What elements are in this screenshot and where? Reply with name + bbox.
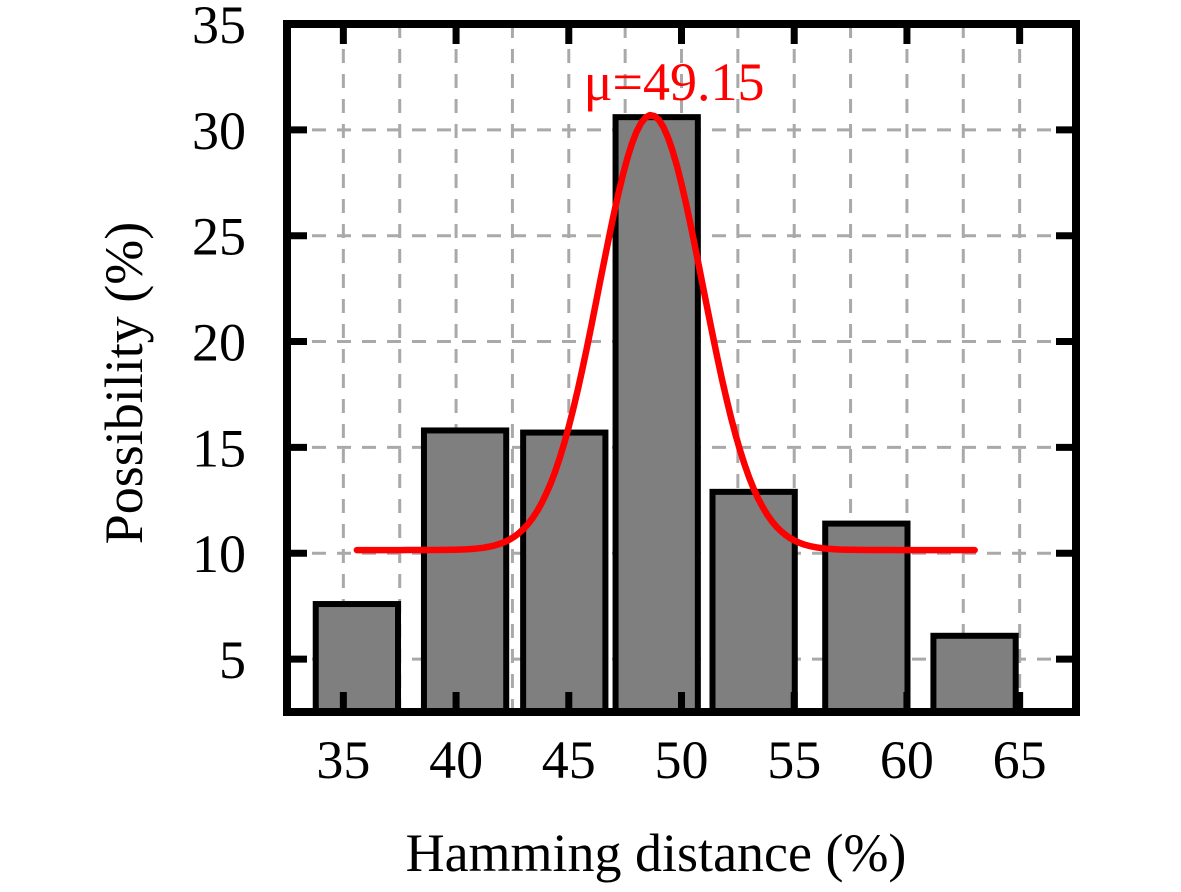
x-tick-label: 55 bbox=[767, 730, 821, 790]
x-tick-label: 65 bbox=[993, 730, 1047, 790]
y-tick-label: 25 bbox=[192, 207, 246, 267]
gaussian-fit-curve bbox=[353, 111, 978, 554]
histogram-bar bbox=[312, 601, 402, 715]
histogram-bar bbox=[709, 488, 798, 715]
x-axis-title: Hamming distance (%) bbox=[405, 823, 907, 883]
y-axis-title: Possibility (%) bbox=[94, 221, 154, 545]
y-tick-label: 20 bbox=[192, 313, 246, 373]
x-tick-label: 45 bbox=[542, 730, 596, 790]
x-tick-label: 50 bbox=[655, 730, 709, 790]
y-tick-label: 35 bbox=[192, 0, 246, 55]
x-tick-label: 40 bbox=[429, 730, 483, 790]
histogram-bar bbox=[420, 427, 510, 715]
mean-annotation: μ=49.15 bbox=[583, 52, 765, 113]
x-tick-label: 35 bbox=[316, 730, 370, 790]
histogram-bar bbox=[520, 429, 609, 715]
y-tick-label: 10 bbox=[192, 524, 246, 584]
y-tick-label: 30 bbox=[192, 101, 246, 161]
y-tick-label: 5 bbox=[219, 630, 246, 690]
x-tick-label: 60 bbox=[880, 730, 934, 790]
histogram-bar bbox=[930, 632, 1019, 715]
y-tick-label: 15 bbox=[192, 418, 246, 478]
histogram-bar bbox=[822, 520, 911, 716]
